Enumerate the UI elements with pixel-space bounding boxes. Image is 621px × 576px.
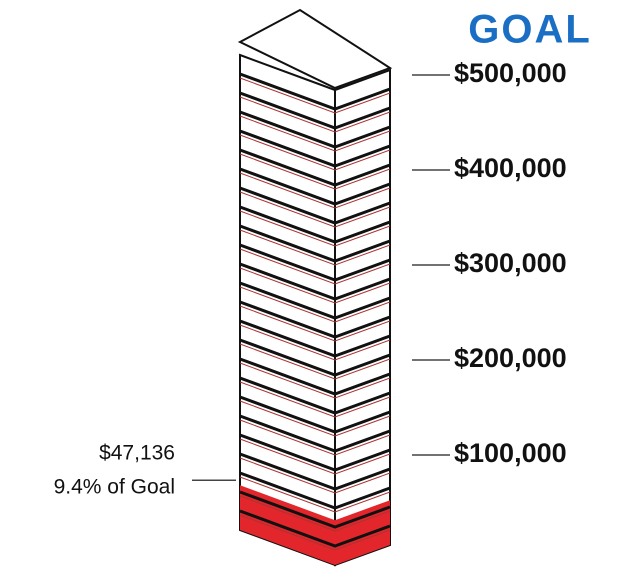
goal-title: GOAL <box>468 8 592 52</box>
tick-label: $200,000 <box>454 343 567 373</box>
value-label: $47,136 <box>99 442 175 465</box>
tick-label: $500,000 <box>454 58 567 88</box>
tick-label: $300,000 <box>454 248 567 278</box>
chart: GOAL $47,136 9.4% of Goal $100,000 $200,0… <box>0 0 621 576</box>
tick-label: $400,000 <box>454 153 567 183</box>
tick-label: $100,000 <box>454 438 567 468</box>
annotation: 9.4% of Goal <box>54 476 175 499</box>
tower-left-face <box>240 55 335 565</box>
